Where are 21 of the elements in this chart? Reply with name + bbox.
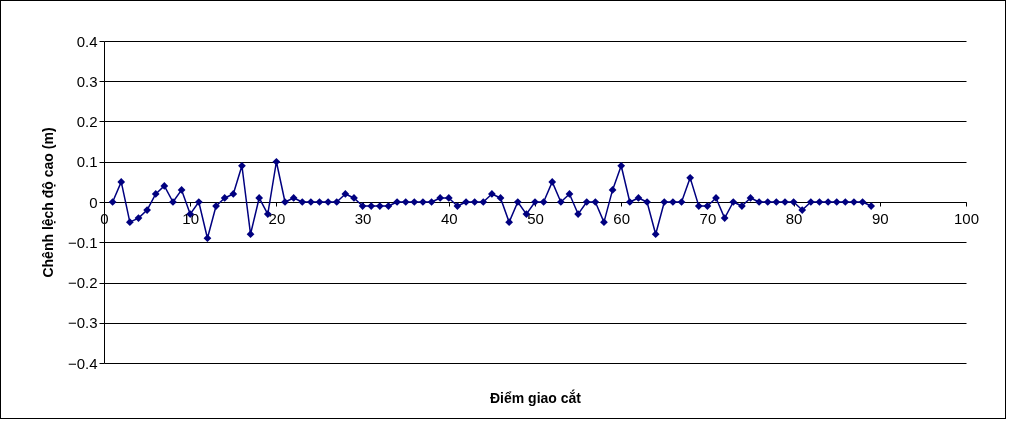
x-tick-label: 20 [268,209,286,227]
y-tick-label: 0 [89,193,98,211]
y-tick-label: 0.3 [76,72,98,90]
y-axis-title: Chênh lệch độ cao (m) [39,127,56,278]
x-tick-label: 30 [354,209,372,227]
y-tick-label: −0.2 [67,274,98,291]
x-tick-label: 50 [527,209,544,227]
y-tick-label: −0.3 [67,314,98,332]
x-tick-label: 90 [871,209,889,227]
x-tick-label: 40 [440,209,458,227]
y-tick-label: 0.4 [76,32,98,50]
y-tick-label: 0.2 [76,113,98,130]
x-axis-title: Điểm giao cắt [489,388,582,406]
x-tick-label: 80 [785,209,803,227]
y-tick-label: 0.1 [76,153,98,171]
y-tick-label: −0.4 [67,354,98,372]
x-tick-label: 70 [699,209,717,227]
y-tick-label: −0.1 [67,233,98,251]
x-tick-label: 60 [613,209,631,227]
x-tick-label: 10 [182,209,200,227]
x-tick-label: 100 [953,209,980,227]
